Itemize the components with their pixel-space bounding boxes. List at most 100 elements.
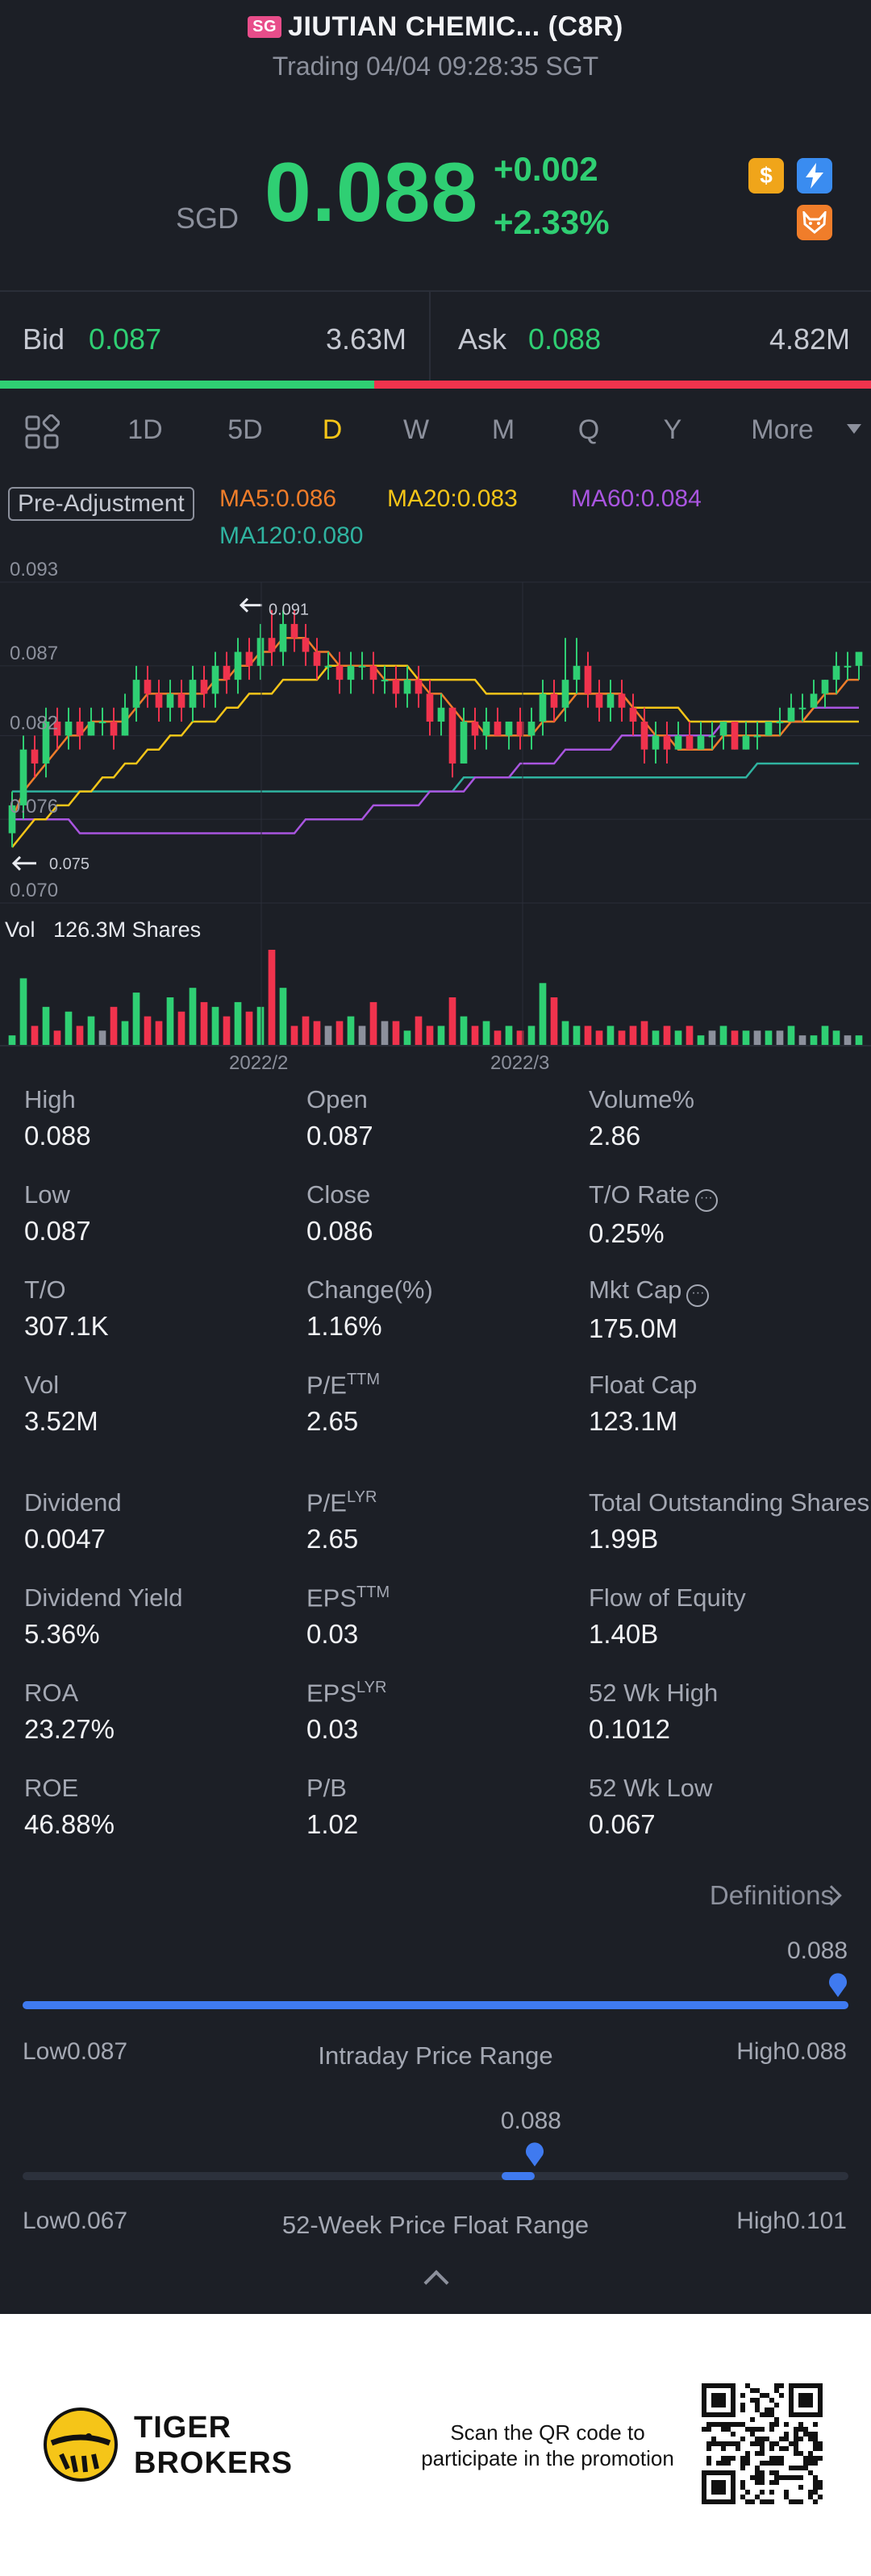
volume-bar [629,1026,637,1045]
intraday-range-track [23,2001,848,2009]
volume-bar [844,1035,852,1045]
volume-bar [189,988,197,1045]
ask-label: Ask [458,323,507,356]
stat-label: P/B [306,1774,347,1802]
tab-5d[interactable]: 5D [227,414,263,445]
tab-more[interactable]: More [751,414,814,445]
tab-q[interactable]: Q [577,414,600,445]
stat-value: 5.36% [24,1619,100,1649]
bid-ratio-fill [0,381,375,389]
ma5-label: MA5:0.086 [219,485,337,512]
bid-ask-panel[interactable]: Bid 0.087 3.63M Ask 0.088 4.82M [0,290,871,385]
candle-body [53,722,61,736]
stat-t-o-rate[interactable]: T/O Rate ··· 0.25% [589,1180,863,1249]
x-tick-label: 2022/3 [490,1052,549,1074]
candle-body [821,680,829,694]
stat-52-wk-low: 52 Wk Low 0.067 [589,1774,863,1840]
candle-body [606,693,615,708]
tiger-logo-icon [44,2407,118,2482]
stat-value: 0.087 [24,1216,91,1246]
candle-body [855,651,863,666]
volume-bar [19,978,27,1045]
info-icon[interactable]: ··· [694,1189,718,1212]
volume-bar [313,1021,321,1045]
stat-roe: ROE 46.88% [24,1774,298,1840]
volume-bar [87,1016,95,1045]
volume-bar [561,1021,569,1045]
candle-body [313,651,321,666]
high-arrow-icon [239,597,262,613]
volume-bar [302,1016,310,1045]
fox-icon[interactable] [797,205,832,240]
volume-bar [42,1006,50,1045]
candle-body [98,722,106,724]
info-icon[interactable]: ··· [686,1284,710,1307]
candle-body [448,707,456,764]
stat-close: Close 0.086 [306,1180,581,1246]
volume-bar [618,1030,626,1045]
stat-value: 2.86 [589,1121,641,1151]
stat-label: 52 Wk High [589,1679,719,1707]
stat-value: 1.16% [306,1311,382,1341]
candle-body [335,665,344,680]
volume-bar [369,1001,377,1045]
candle-body [256,638,265,666]
stat-mkt-cap[interactable]: Mkt Cap ··· 175.0M [589,1276,863,1344]
stat-low: Low 0.087 [24,1180,298,1246]
y-tick-label: 0.076 [10,796,58,818]
stat-volume: Volume% 2.86 [589,1085,863,1151]
week52-low: Low0.067 [23,2208,128,2234]
extreme-markers: 0.091 0.075 [11,597,309,873]
period-tabs: 1D 5D D W M Q Y More [0,403,871,461]
candle-body [245,651,253,666]
tab-y[interactable]: Y [663,414,682,445]
chart-layout-icon[interactable] [24,414,60,450]
stat-value: 0.087 [306,1121,373,1151]
lightning-icon[interactable] [797,158,832,194]
volume-bar [31,1026,39,1045]
x-tick-label: 2022/2 [229,1052,288,1074]
kline-chart[interactable]: 0.093 0.087 0.082 0.076 0.070 0.091 0.075 202… [0,556,871,1080]
low-arrow-icon [11,855,36,871]
tab-w[interactable]: W [402,414,430,445]
promo-text-line-2: participate in the promotion [421,2446,674,2470]
candle-body [674,735,682,750]
week52-range-fill [501,2172,535,2180]
tab-d[interactable]: D [322,414,343,445]
week52-range-track [23,2172,848,2180]
intraday-low: Low0.087 [23,2038,128,2065]
brand-line-1: TIGER [134,2411,232,2445]
volume-bar [437,1026,445,1045]
candles [8,610,863,847]
bid-label: Bid [23,323,65,356]
stat-label: ROA [24,1679,79,1707]
candle-body [200,680,208,694]
stock-title-row[interactable]: SG JIUTIAN CHEMIC... (C8R) [0,11,871,43]
candle-body [347,665,355,680]
candle-body [437,707,445,722]
candle-body [324,665,332,668]
definitions-link[interactable]: Definitions [709,1880,834,1910]
chevron-up-icon[interactable] [423,2270,449,2295]
promo-footer: TIGER BROKERS Scan the QR code to partic… [0,2314,871,2576]
week52-high: High0.101 [736,2208,847,2234]
stat-value: 0.086 [306,1216,373,1246]
stat-eps-ttm: EPSTTM 0.03 [306,1583,581,1650]
chevron-down-icon[interactable] [847,424,861,434]
tab-1d[interactable]: 1D [127,414,163,445]
volume-bar [606,1026,615,1045]
tab-m[interactable]: M [491,414,515,445]
volume-bar [742,1030,750,1045]
volume-bar [482,1021,490,1045]
intraday-range-title: Intraday Price Range [318,2041,553,2070]
stat-label: ROE [24,1774,79,1802]
qr-code-icon[interactable] [702,2383,823,2504]
volume-bar [855,1035,863,1045]
candle-body [753,735,761,738]
volume-bar [132,993,140,1045]
dollar-icon[interactable]: $ [748,158,784,194]
pre-adjustment-button[interactable]: Pre-Adjustment [8,487,194,521]
stat-label: High [24,1085,76,1113]
volume-bar [144,1016,152,1045]
volume-bar [640,1021,648,1045]
